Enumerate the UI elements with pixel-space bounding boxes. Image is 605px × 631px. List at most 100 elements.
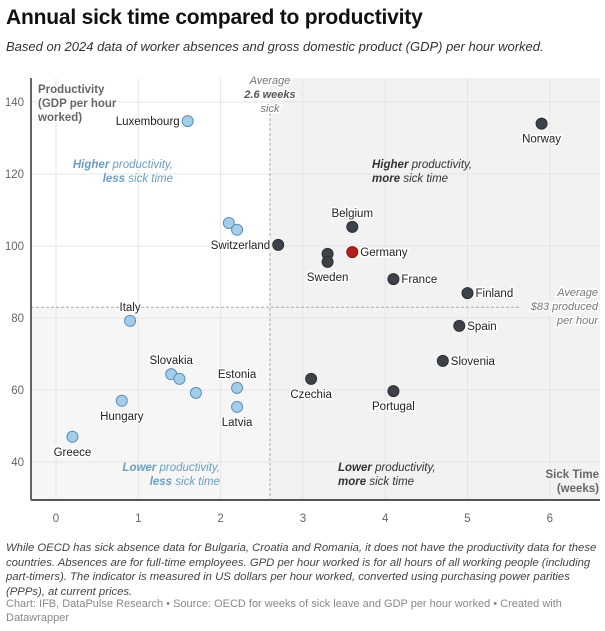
data-point-portugal xyxy=(387,385,400,398)
data-point-sweden xyxy=(321,255,334,268)
quadrant-label-emphasis: Lower xyxy=(338,462,372,474)
x-tick-label: 5 xyxy=(464,513,470,525)
y-tick-label: 100 xyxy=(5,241,24,253)
point-label-hungary: Hungary xyxy=(100,411,144,423)
x-tick-label: 2 xyxy=(217,513,223,525)
data-point-latvia xyxy=(231,400,244,413)
data-point-luxembourg xyxy=(181,115,194,128)
avg-sick-label-line3: sick xyxy=(261,103,280,115)
y-tick-label: 140 xyxy=(5,97,24,109)
footnote: While OECD has sick absence data for Bul… xyxy=(6,542,597,598)
data-point-slovenia xyxy=(436,354,449,367)
point-label-sweden: Sweden xyxy=(307,272,349,284)
point-label-greece: Greece xyxy=(54,447,92,459)
quadrant-label-text: productivity, xyxy=(109,159,173,171)
y-tick-label: 120 xyxy=(5,169,24,181)
quadrant-bg-right xyxy=(269,78,600,500)
x-tick-label: 0 xyxy=(53,513,59,525)
x-axis-title-line: Sick Time xyxy=(546,469,600,481)
avg-sick-label-line1: Average xyxy=(249,75,291,87)
data-point-unlabeled xyxy=(231,223,244,236)
quadrant-label-text: productivity, xyxy=(408,159,472,171)
y-tick-label: 60 xyxy=(11,385,24,397)
quadrant-label-emphasis: less xyxy=(150,476,172,488)
quadrant-label-text: sick time xyxy=(400,173,448,185)
scatter-chart: Average 2.6 weeks sick Average $83 produced p… xyxy=(5,74,601,526)
data-point-italy xyxy=(124,314,137,327)
quadrant-label-top-left: less sick time xyxy=(103,173,173,185)
point-label-belgium: Belgium xyxy=(331,208,373,220)
data-point-france xyxy=(387,273,400,286)
chart-subtitle: Based on 2024 data of worker absences an… xyxy=(6,39,544,54)
point-label-slovenia: Slovenia xyxy=(451,356,496,368)
point-label-latvia: Latvia xyxy=(222,417,253,429)
quadrant-label-text: sick time xyxy=(172,476,220,488)
point-label-luxembourg: Luxembourg xyxy=(116,116,180,128)
point-label-france: France xyxy=(401,274,437,286)
x-tick-label: 4 xyxy=(382,513,389,525)
point-label-spain: Spain xyxy=(467,321,496,333)
quadrant-backgrounds xyxy=(31,78,600,500)
reference-lines: Average 2.6 weeks sick Average $83 produced p… xyxy=(31,74,601,500)
quadrant-label-emphasis: less xyxy=(103,173,125,185)
avg-productivity-label-line1: Average xyxy=(556,287,598,299)
point-label-germany: Germany xyxy=(360,247,408,259)
data-point-unlabeled xyxy=(189,386,202,399)
quadrant-label-bottom-right: Lower productivity, xyxy=(338,462,436,474)
data-point-greece xyxy=(66,430,79,443)
quadrant-label-top-right: Higher productivity, xyxy=(372,159,472,171)
quadrant-bg-top-left xyxy=(31,78,270,308)
chart-title: Annual sick time compared to productivit… xyxy=(6,6,423,29)
data-point-spain xyxy=(453,319,466,332)
gridlines xyxy=(31,78,600,500)
y-axis-title-line: Productivity xyxy=(38,84,105,96)
data-point-norway xyxy=(535,117,548,130)
quadrant-labels: Higher productivity, less sick time Higher… xyxy=(73,159,472,488)
quadrant-label-bottom-left: less sick time xyxy=(150,476,220,488)
data-point-hungary xyxy=(115,394,128,407)
quadrant-label-text: sick time xyxy=(366,476,414,488)
source-credit: Chart: IFB, DataPulse Research • Source:… xyxy=(6,598,562,624)
point-label-czechia: Czechia xyxy=(290,389,332,401)
data-point-switzerland xyxy=(272,238,285,251)
avg-productivity-label-line3: per hour xyxy=(556,315,599,327)
x-tick-label: 6 xyxy=(547,513,553,525)
avg-sick-label-line2: 2.6 weeks xyxy=(243,89,295,101)
y-tick-label: 80 xyxy=(11,313,24,325)
y-tick-label: 40 xyxy=(11,457,24,469)
point-label-switzerland: Switzerland xyxy=(211,240,270,252)
point-label-portugal: Portugal xyxy=(372,401,415,413)
point-label-italy: Italy xyxy=(120,302,141,314)
point-label-estonia: Estonia xyxy=(218,369,257,381)
point-label-finland: Finland xyxy=(476,288,514,300)
quadrant-label-text: sick time xyxy=(125,173,173,185)
quadrant-label-bottom-right: more sick time xyxy=(338,476,414,488)
quadrant-label-emphasis: more xyxy=(372,173,401,185)
data-point-finland xyxy=(461,287,474,300)
point-label-slovakia: Slovakia xyxy=(149,355,193,367)
data-point-unlabeled xyxy=(173,372,186,385)
data-point-unlabeled xyxy=(222,216,235,229)
y-axis-title-line: worked) xyxy=(37,112,82,124)
data-point-estonia xyxy=(231,381,244,394)
quadrant-label-text: productivity, xyxy=(156,462,220,474)
quadrant-label-top-right: more sick time xyxy=(372,173,448,185)
data-points xyxy=(66,115,548,443)
data-point-czechia xyxy=(305,372,318,385)
quadrant-label-emphasis: Higher xyxy=(372,159,409,171)
x-axis-title-line: (weeks) xyxy=(557,483,599,495)
point-label-norway: Norway xyxy=(522,134,561,146)
quadrant-label-emphasis: more xyxy=(338,476,367,488)
data-point-germany xyxy=(346,246,359,259)
point-labels: Luxembourg Norway Switzerland Belgium Sweden… xyxy=(52,115,563,461)
x-tick-label: 3 xyxy=(300,513,306,525)
data-point-belgium xyxy=(346,220,359,233)
y-axis-title-line: (GDP per hour xyxy=(38,98,117,110)
axes: 0 1 2 3 4 5 6 40 60 80 100 120 140 Productivity (GDP p… xyxy=(5,78,601,525)
x-tick-label: 1 xyxy=(135,513,141,525)
quadrant-label-emphasis: Higher xyxy=(73,159,110,171)
quadrant-label-emphasis: Lower xyxy=(122,462,156,474)
quadrant-label-top-left: Higher productivity, xyxy=(73,159,173,171)
avg-productivity-label-line2: $83 produced xyxy=(530,301,599,313)
quadrant-label-text: productivity, xyxy=(372,462,436,474)
